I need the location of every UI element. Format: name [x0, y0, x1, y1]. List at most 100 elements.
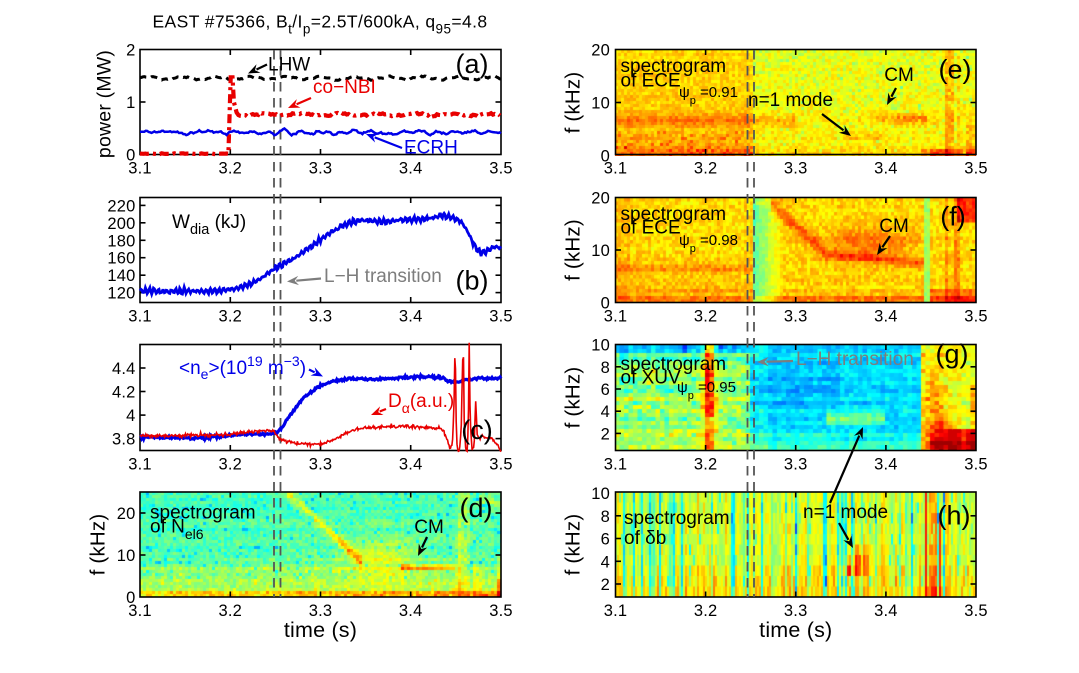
svg-text:10: 10: [591, 337, 610, 355]
svg-text:3.5: 3.5: [964, 602, 988, 620]
svg-text:0: 0: [126, 147, 135, 165]
svg-text:spectrogram: spectrogram: [621, 354, 727, 375]
svg-text:3.1: 3.1: [604, 602, 628, 620]
svg-text:f (kHz): f (kHz): [562, 219, 585, 281]
svg-text:spectrogram: spectrogram: [621, 56, 727, 77]
svg-text:3.1: 3.1: [604, 160, 628, 178]
svg-text:3.2: 3.2: [694, 160, 718, 178]
svg-text:3.5: 3.5: [489, 308, 513, 326]
svg-text:3.2: 3.2: [219, 308, 243, 326]
svg-text:3.3: 3.3: [784, 308, 808, 326]
svg-text:3.2: 3.2: [694, 456, 718, 474]
svg-text:CM: CM: [884, 65, 914, 86]
svg-text:(a): (a): [456, 49, 489, 79]
svg-text:3.3: 3.3: [309, 160, 333, 178]
svg-text:4: 4: [601, 553, 610, 571]
svg-text:3.5: 3.5: [964, 160, 988, 178]
svg-text:of δb: of δb: [624, 528, 666, 549]
svg-text:<ne>(1019 m−3): <ne>(1019 m−3): [179, 353, 306, 382]
svg-text:3.3: 3.3: [784, 160, 808, 178]
svg-text:3.4: 3.4: [399, 456, 423, 474]
svg-text:3.5: 3.5: [964, 456, 988, 474]
svg-text:Wdia (kJ): Wdia (kJ): [172, 212, 246, 238]
svg-text:3.2: 3.2: [219, 602, 243, 620]
svg-text:of ECE: of ECE: [621, 71, 681, 92]
svg-text:10: 10: [591, 242, 610, 260]
svg-text:3.4: 3.4: [874, 456, 898, 474]
svg-text:(b): (b): [456, 266, 489, 296]
svg-text:10: 10: [591, 485, 610, 503]
svg-text:4: 4: [126, 407, 135, 425]
svg-text:3.3: 3.3: [784, 456, 808, 474]
svg-text:10: 10: [591, 95, 610, 113]
svg-text:ψp =0.98: ψp =0.98: [679, 232, 738, 255]
svg-text:f (kHz): f (kHz): [87, 514, 110, 576]
svg-text:140: 140: [107, 267, 135, 285]
svg-text:ψp =0.91: ψp =0.91: [679, 84, 738, 107]
svg-text:20: 20: [591, 190, 610, 208]
svg-text:3.1: 3.1: [604, 308, 628, 326]
svg-text:6: 6: [601, 531, 610, 549]
svg-text:3.2: 3.2: [219, 160, 243, 178]
svg-text:3.2: 3.2: [694, 602, 718, 620]
svg-text:power (MW): power (MW): [94, 50, 116, 158]
svg-text:8: 8: [601, 359, 610, 377]
svg-text:L−H transition: L−H transition: [324, 266, 442, 287]
svg-text:20: 20: [591, 42, 610, 60]
svg-text:3.3: 3.3: [309, 308, 333, 326]
svg-text:3.4: 3.4: [874, 308, 898, 326]
svg-text:3.8: 3.8: [112, 431, 136, 449]
svg-text:LHW: LHW: [268, 55, 310, 76]
svg-text:of XUV: of XUV: [621, 368, 682, 389]
svg-text:0: 0: [126, 589, 135, 607]
svg-text:0: 0: [601, 148, 610, 166]
svg-text:n=1 mode: n=1 mode: [803, 502, 888, 523]
svg-text:3.4: 3.4: [399, 160, 423, 178]
svg-text:3.2: 3.2: [694, 308, 718, 326]
svg-text:4: 4: [601, 403, 610, 421]
svg-text:220: 220: [107, 197, 135, 215]
svg-text:3.5: 3.5: [964, 308, 988, 326]
svg-text:CM: CM: [879, 216, 909, 237]
svg-text:3.4: 3.4: [399, 308, 423, 326]
svg-text:0: 0: [601, 295, 610, 313]
svg-text:EAST #75366, Bt/Ip=2.5T/600kA,: EAST #75366, Bt/Ip=2.5T/600kA, q95=4.8: [152, 12, 487, 37]
svg-text:2: 2: [601, 576, 610, 594]
svg-text:4.4: 4.4: [112, 360, 136, 378]
svg-text:(d): (d): [460, 493, 493, 523]
svg-text:co−NBI: co−NBI: [313, 77, 376, 98]
svg-text:3.5: 3.5: [489, 456, 513, 474]
svg-text:spectrogram: spectrogram: [624, 508, 730, 529]
svg-text:L−H transition: L−H transition: [796, 349, 914, 370]
svg-text:3.1: 3.1: [128, 308, 152, 326]
svg-text:f (kHz): f (kHz): [562, 514, 585, 576]
svg-text:3.4: 3.4: [399, 602, 423, 620]
svg-text:3.1: 3.1: [128, 456, 152, 474]
svg-text:3.4: 3.4: [874, 160, 898, 178]
svg-text:3.3: 3.3: [784, 602, 808, 620]
svg-text:3.3: 3.3: [309, 456, 333, 474]
svg-text:(e): (e): [939, 55, 972, 85]
svg-text:(h): (h): [938, 501, 971, 531]
svg-text:spectrogram: spectrogram: [150, 503, 256, 524]
svg-text:10: 10: [117, 547, 136, 565]
svg-text:ψp =0.95: ψp =0.95: [677, 379, 736, 402]
svg-text:120: 120: [107, 285, 135, 303]
svg-text:4.2: 4.2: [112, 384, 136, 402]
svg-text:time (s): time (s): [759, 618, 832, 642]
svg-text:180: 180: [107, 232, 135, 250]
svg-text:3.1: 3.1: [128, 160, 152, 178]
svg-text:ECRH: ECRH: [404, 138, 458, 159]
svg-text:spectrogram: spectrogram: [621, 204, 727, 225]
svg-text:(g): (g): [936, 339, 969, 369]
svg-text:CM: CM: [414, 517, 444, 538]
svg-text:f (kHz): f (kHz): [562, 367, 585, 429]
svg-text:160: 160: [107, 250, 135, 268]
svg-text:n=1 mode: n=1 mode: [748, 90, 833, 111]
svg-text:2: 2: [126, 42, 135, 60]
svg-text:3.4: 3.4: [874, 602, 898, 620]
svg-text:f (kHz): f (kHz): [562, 72, 585, 134]
svg-text:3.3: 3.3: [309, 602, 333, 620]
svg-text:3.5: 3.5: [489, 160, 513, 178]
svg-text:200: 200: [107, 215, 135, 233]
